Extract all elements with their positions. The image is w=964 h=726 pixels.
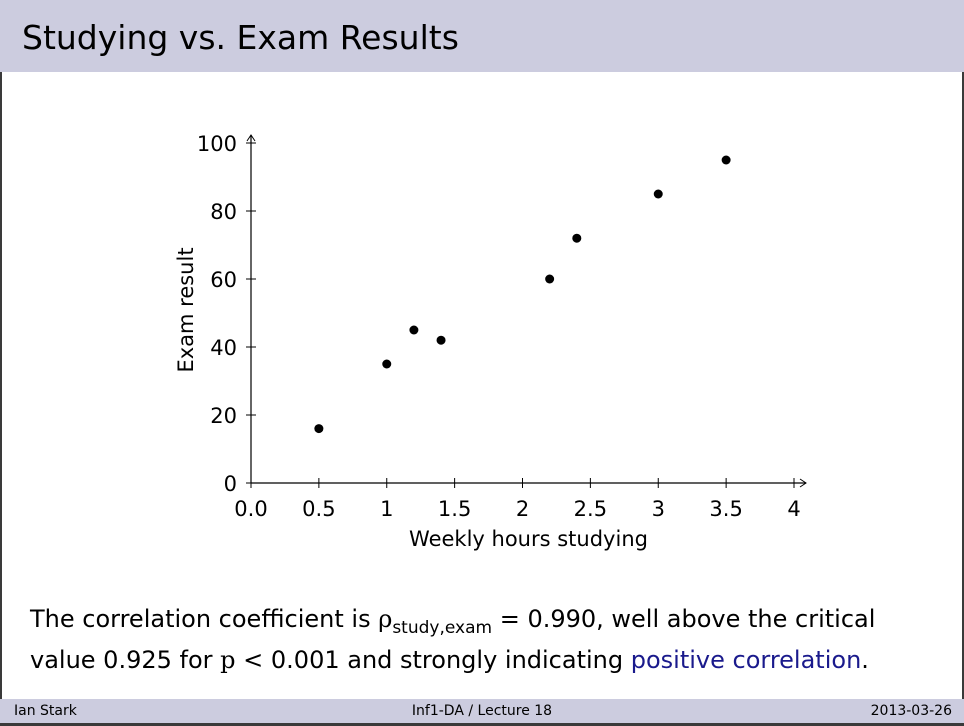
x-tick-label: 0.0 (234, 497, 267, 521)
x-axis-arrow (799, 478, 807, 488)
rho-symbol: ρ (378, 605, 393, 633)
data-point (572, 233, 582, 243)
data-point (409, 325, 419, 335)
caption-text-3: value 0.925 for (30, 646, 221, 674)
y-tick-label: 20 (210, 404, 237, 428)
x-tick-label: 1 (380, 497, 393, 521)
data-point (382, 359, 392, 369)
chart-axes (246, 134, 807, 488)
footer-date: 2013-03-26 (870, 703, 952, 719)
x-tick-label: 0.5 (302, 497, 335, 521)
x-tick-label: 2.5 (574, 497, 607, 521)
y-tick-label: 60 (210, 268, 237, 292)
p-symbol: p (220, 646, 236, 674)
caption-end: . (861, 646, 869, 674)
x-tick-label: 1.5 (438, 497, 471, 521)
x-axis-label: Weekly hours studying (409, 527, 648, 551)
y-axis-arrow (246, 134, 256, 142)
y-tick-label: 40 (210, 336, 237, 360)
data-point (545, 274, 555, 284)
x-tick-label: 2 (516, 497, 529, 521)
data-point (721, 155, 731, 165)
caption-text-1: The correlation coefficient is (30, 605, 379, 633)
footer-course: Inf1-DA / Lecture 18 (411, 703, 553, 719)
data-point (653, 189, 663, 199)
title-bar: Studying vs. Exam Results (0, 0, 964, 72)
x-tick-label: 4 (787, 497, 800, 521)
y-tick-label: 100 (197, 132, 237, 156)
footer-author: Ian Stark (14, 703, 77, 719)
footer: Ian Stark Inf1-DA / Lecture 18 2013-03-2… (0, 699, 964, 723)
caption-text-4: < 0.001 and strongly indicating (235, 646, 631, 674)
rho-subscript: study,exam (392, 618, 493, 638)
chart-points (314, 155, 731, 434)
x-tick-label: 3.5 (709, 497, 742, 521)
caption-text-2: = 0.990, well above the critical (492, 605, 876, 633)
caption: The correlation coefficient is ρstudy,ex… (30, 600, 930, 679)
x-tick-label: 3 (652, 497, 665, 521)
data-point (314, 424, 324, 434)
y-tick-label: 80 (210, 200, 237, 224)
positive-correlation-text: positive correlation (630, 646, 862, 674)
y-axis-label: Exam result (174, 247, 198, 372)
y-tick-label: 0 (224, 472, 237, 496)
data-point (436, 335, 446, 345)
slide-title: Studying vs. Exam Results (22, 18, 459, 57)
